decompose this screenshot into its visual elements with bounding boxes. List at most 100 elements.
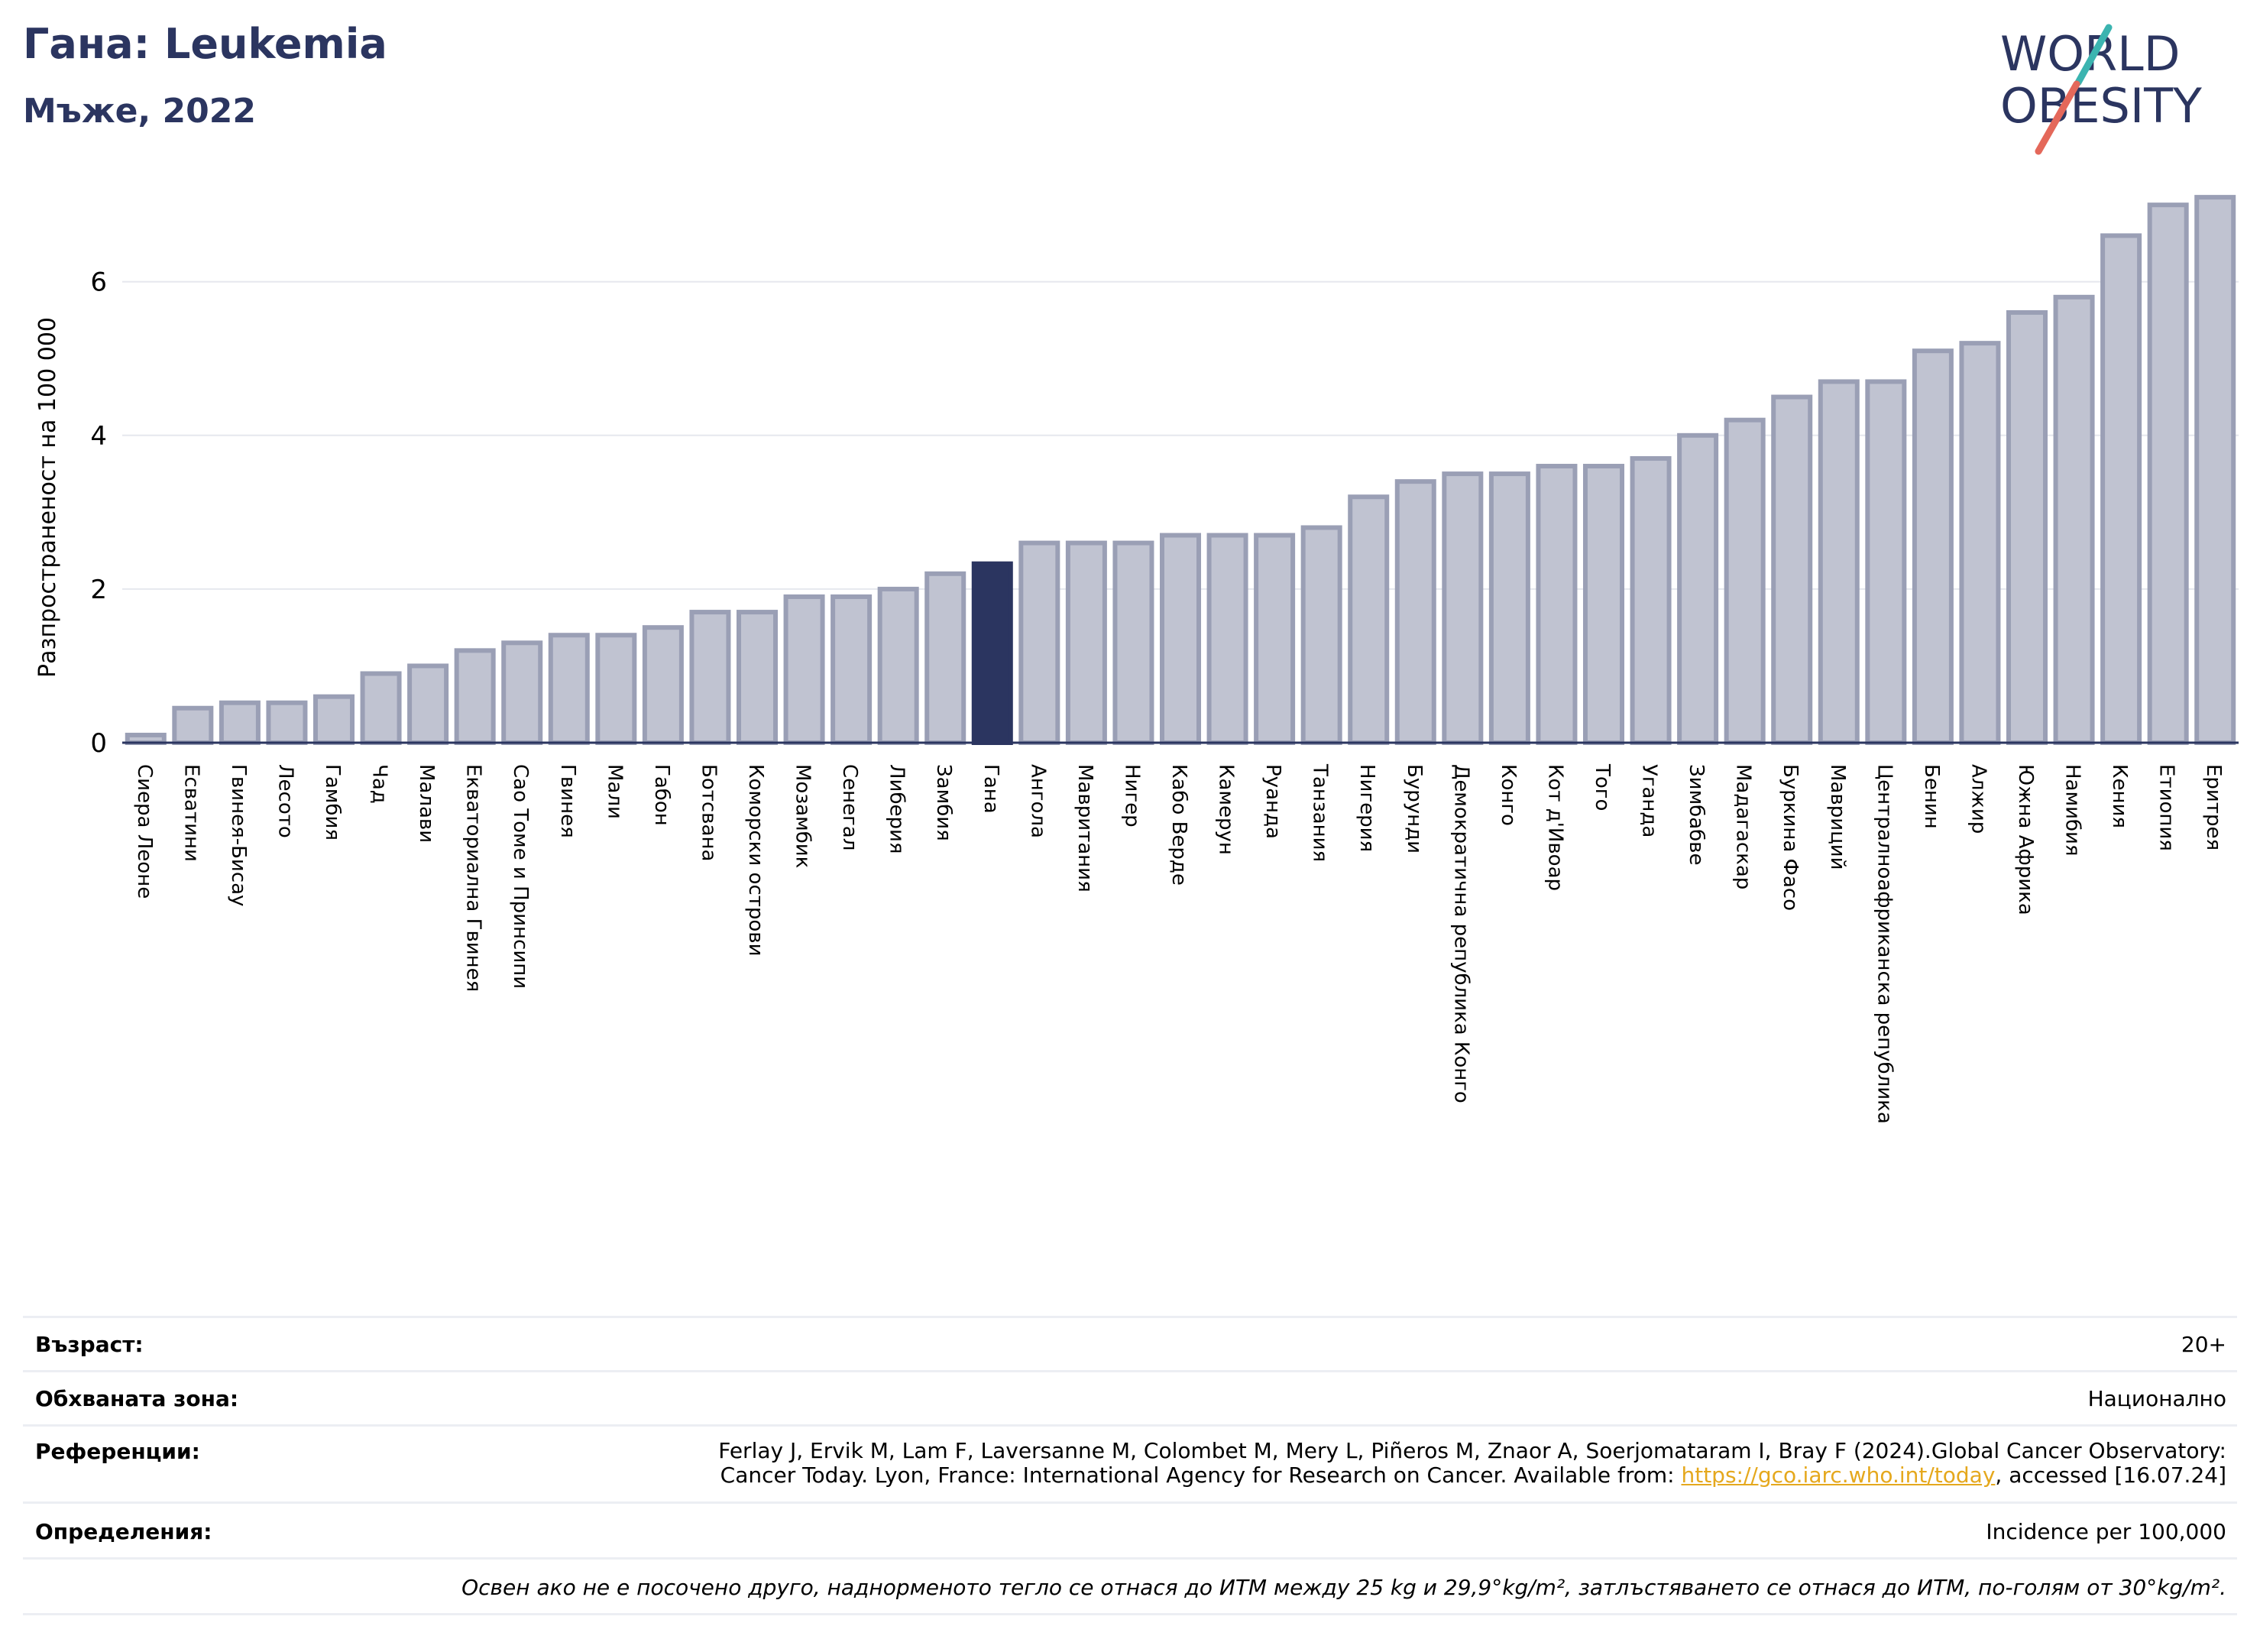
x-tick-label: Лесото bbox=[274, 764, 296, 838]
info-table: Възраст: 20+ Обхваната зона: Национално … bbox=[23, 1316, 2237, 1615]
bar bbox=[1865, 379, 1907, 745]
bar bbox=[1630, 455, 1672, 745]
bar bbox=[1300, 525, 1342, 745]
x-tick-label: Сиера Леоне bbox=[133, 764, 156, 899]
definitions-value: Incidence per 100,000 bbox=[1986, 1519, 2226, 1544]
x-tick-label: Нигерия bbox=[1355, 764, 1378, 852]
age-value: 20+ bbox=[2181, 1332, 2226, 1357]
x-tick-label: Мали bbox=[603, 764, 626, 819]
x-tick-label: Нигер bbox=[1120, 764, 1143, 828]
x-tick-label: Руанда bbox=[1261, 764, 1284, 839]
x-tick-label: Кабо Верде bbox=[1167, 764, 1190, 886]
x-tick-label: Габон bbox=[650, 764, 673, 826]
x-tick-label: Либерия bbox=[886, 764, 908, 854]
x-tick-label: Гвинея bbox=[556, 764, 579, 838]
bar bbox=[172, 705, 214, 745]
x-tick-label: Зимбабве bbox=[1685, 764, 1708, 866]
bar bbox=[924, 571, 966, 745]
references-value: Ferlay J, Ervik M, Lam F, Laversanne M, … bbox=[718, 1439, 2226, 1488]
y-tick-label: 2 bbox=[90, 575, 107, 605]
bar bbox=[1724, 417, 1766, 745]
x-tick-label: Уганда bbox=[1638, 764, 1661, 837]
info-row-area: Обхваната зона: Национално bbox=[23, 1370, 2237, 1424]
x-tick-label: Гвинея-Бисау bbox=[227, 764, 250, 906]
bar bbox=[1582, 464, 1625, 745]
definitions-label: Определения: bbox=[35, 1519, 212, 1544]
y-tick-label: 6 bbox=[90, 267, 107, 298]
x-tick-label: Камерун bbox=[1215, 764, 1238, 855]
bar bbox=[360, 671, 402, 745]
x-tick-label: Гана bbox=[979, 764, 1002, 814]
x-tick-label: Екваториална Гвинея bbox=[462, 764, 485, 992]
reference-line1: Ferlay J, Ervik M, Lam F, Laversanne M, … bbox=[718, 1438, 2226, 1463]
age-label: Възраст: bbox=[35, 1332, 144, 1357]
chart-subtitle: Мъже, 2022 bbox=[23, 92, 256, 131]
x-tick-label: Етиопия bbox=[2155, 764, 2178, 851]
bar bbox=[1065, 540, 1107, 745]
x-tick-label: Бенин bbox=[1920, 764, 1943, 829]
x-tick-label: Чад bbox=[368, 764, 391, 804]
bar bbox=[2053, 294, 2095, 746]
y-tick-label: 0 bbox=[90, 728, 107, 759]
bar bbox=[783, 594, 825, 746]
references-label: Референции: bbox=[35, 1439, 200, 1464]
reference-line2-pre: Cancer Today. Lyon, France: Internationa… bbox=[720, 1463, 1682, 1488]
bar bbox=[1771, 394, 1813, 745]
x-tick-label: Ангола bbox=[1026, 764, 1049, 838]
info-row-definitions: Определения: Incidence per 100,000 bbox=[23, 1501, 2237, 1557]
area-value: Национално bbox=[2087, 1386, 2226, 1411]
x-tick-label: Замбия bbox=[932, 764, 955, 841]
bar bbox=[501, 640, 543, 745]
bar bbox=[2100, 233, 2142, 746]
x-tick-label: Бурунди bbox=[1403, 764, 1426, 854]
bar bbox=[1348, 494, 1390, 745]
bar bbox=[454, 648, 496, 745]
x-tick-label: Кот д'Ивоар bbox=[1543, 764, 1566, 891]
x-tick-label: Демократична република Конго bbox=[1449, 764, 1472, 1103]
bar bbox=[1206, 533, 1248, 746]
bar bbox=[1677, 432, 1719, 745]
logo-slash-coral bbox=[2035, 80, 2080, 155]
x-tick-label: Алжир bbox=[1967, 764, 1990, 834]
chart-title: Гана: Leukemia bbox=[23, 20, 387, 68]
bar bbox=[548, 633, 590, 745]
bar bbox=[831, 594, 873, 746]
bar bbox=[1442, 471, 1484, 746]
x-tick-label: Буркина Фасо bbox=[1779, 764, 1802, 911]
bar bbox=[2147, 202, 2189, 746]
x-tick-label: Конго bbox=[1497, 764, 1520, 826]
x-tick-label: Мавриций bbox=[1826, 764, 1849, 870]
x-tick-label: Мадагаскар bbox=[1732, 764, 1755, 889]
bar bbox=[1912, 348, 1954, 745]
reference-line2: Cancer Today. Lyon, France: Internationa… bbox=[718, 1463, 2226, 1488]
bar bbox=[407, 663, 449, 745]
y-tick-label: 4 bbox=[90, 421, 107, 452]
bar bbox=[736, 610, 779, 745]
bar bbox=[1536, 464, 1578, 745]
area-label: Обхваната зона: bbox=[35, 1386, 239, 1411]
info-row-note: Освен ако не е посочено друго, наднормен… bbox=[23, 1557, 2237, 1615]
reference-line2-post: , accessed [16.07.24] bbox=[1995, 1463, 2226, 1488]
reference-link[interactable]: https://gco.iarc.who.int/today bbox=[1681, 1463, 1996, 1488]
bar bbox=[1959, 341, 2001, 745]
x-tick-label: Сао Томе и Принсипи bbox=[509, 764, 532, 989]
bar-highlight bbox=[971, 561, 1013, 745]
bar bbox=[1488, 471, 1530, 746]
bar bbox=[1159, 533, 1202, 746]
x-tick-label: Еритрея bbox=[2202, 764, 2225, 850]
x-tick-label: Ботсвана bbox=[697, 764, 720, 861]
x-tick-label: Централноафриканска република bbox=[1873, 764, 1896, 1124]
world-obesity-logo: WORLD OBESITY bbox=[2000, 24, 2202, 155]
x-tick-label: Кения bbox=[2108, 764, 2131, 828]
footnote: Освен ако не е посочено друго, наднормен… bbox=[461, 1575, 2226, 1600]
bar bbox=[2194, 195, 2236, 745]
bar bbox=[1818, 379, 1860, 745]
bar bbox=[642, 625, 684, 746]
bar bbox=[595, 633, 637, 745]
x-tick-label: Мозамбик bbox=[792, 764, 814, 868]
bar bbox=[312, 694, 355, 745]
x-tick-label: Танзания bbox=[1309, 763, 1332, 862]
bar bbox=[1112, 540, 1154, 745]
bar bbox=[877, 586, 919, 745]
bar-chart: 0 2 4 6 Разпространеност на 100 000 Сиера Лео… bbox=[34, 195, 2239, 1124]
